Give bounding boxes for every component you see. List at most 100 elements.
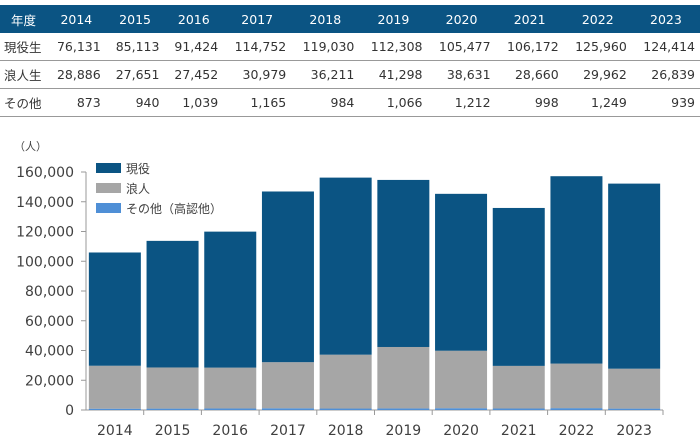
table-cell: 30,979 [223,60,292,89]
y-tick-label: 0 [65,403,74,419]
x-tick-label: 2023 [616,423,652,439]
y-tick-label: 40,000 [25,344,74,360]
bar-2021-その他（高認他） [492,408,545,410]
x-tick-label: 2022 [559,423,595,439]
bar-2023-現役 [608,183,661,369]
table-cell: 112,308 [359,33,428,61]
x-tick-label: 2016 [212,423,248,439]
bar-2014-現役 [88,252,141,366]
bar-2015-現役 [146,240,199,368]
table-cell: 38,631 [427,60,496,89]
table-cell: 41,298 [359,60,428,89]
table-cell: 36,211 [291,60,360,89]
unit-label: （人） [14,140,47,153]
table-cell: 26,839 [631,60,700,89]
bar-2020-浪人 [435,350,488,409]
bar-2020-その他（高認他） [435,408,488,410]
stacked-bar-chart: （人） 0 20,000 40,000 60,000 80,000 100,000 120,0… [14,140,664,439]
table-cell: 998 [495,88,564,117]
table-header-year: 2021 [495,5,564,33]
table-cell: 28,660 [495,60,564,89]
bar-2023-その他（高認他） [608,408,661,410]
table-cell: 28,886 [47,60,106,89]
y-tick-label: 140,000 [16,195,74,211]
legend-label: その他（高認他） [126,201,222,216]
table-cell: 85,113 [105,33,165,61]
table-cell: 29,962 [563,60,632,89]
table-cell: 939 [631,88,700,117]
table-header-year: 2020 [427,5,496,33]
bar-2019-現役 [377,179,430,347]
bar-2022-浪人 [550,363,603,409]
table-cell: 124,414 [631,33,700,61]
bar-2015-その他（高認他） [146,408,199,410]
table-cell: 1,165 [223,88,292,117]
y-tick-label: 80,000 [25,284,74,300]
bar-2019-その他（高認他） [377,408,430,410]
bar-2019-浪人 [377,346,430,409]
data-table: 年度 2014 2015 2016 2017 2018 2019 2020 2021 2022 20… [0,5,700,117]
x-tick-label: 2019 [386,423,422,439]
bar-2018-浪人 [319,354,372,409]
legend-label: 現役 [126,161,150,176]
legend-swatch [96,163,121,173]
table-header-row: 年度 2014 2015 2016 2017 2018 2019 2020 2021 2022 20… [0,5,700,33]
bar-2020-現役 [435,193,488,351]
table-cell: 125,960 [563,33,632,61]
bar-2017-その他（高認他） [261,408,314,410]
x-tick-label: 2021 [501,423,537,439]
y-tick-label: 100,000 [16,254,74,270]
table-header-year: 2016 [164,5,224,33]
legend-swatch [96,203,121,213]
bar-2018-その他（高認他） [319,408,372,410]
bar-2018-現役 [319,177,372,355]
bar-2017-現役 [261,191,314,363]
bar-2014-浪人 [88,365,141,409]
y-tick-label: 60,000 [25,314,74,330]
bar-2023-浪人 [608,368,661,409]
y-tick-label: 120,000 [16,225,74,241]
bar-2022-その他（高認他） [550,408,603,410]
table-cell: 1,212 [427,88,496,117]
table-header-year: 2018 [291,5,360,33]
table-cell: 27,651 [105,60,165,89]
table-cell: 76,131 [47,33,106,61]
x-tick-label: 2015 [155,423,191,439]
bar-2022-現役 [550,176,603,364]
table-cell: 105,477 [427,33,496,61]
x-tick-label: 2017 [270,423,306,439]
x-tick-label: 2014 [97,423,133,439]
bar-2021-浪人 [492,365,545,409]
row-label: 現役生 [0,33,47,61]
table-cell: 119,030 [291,33,360,61]
bar-2015-浪人 [146,367,199,409]
table-cell: 940 [105,88,165,117]
table-cell: 114,752 [223,33,292,61]
x-tick-label: 2018 [328,423,364,439]
table-header-year: 2019 [359,5,428,33]
bar-2021-現役 [492,207,545,366]
bar-2016-その他（高認他） [204,408,257,410]
table-cell: 1,249 [563,88,632,117]
bar-2017-浪人 [261,362,314,409]
table-header-year: 2023 [631,5,700,33]
table-header-year: 2022 [563,5,632,33]
table-header-year: 2014 [47,5,106,33]
legend-swatch [96,183,121,193]
table-header-year: 2015 [105,5,165,33]
table-row: その他 873 940 1,039 1,165 984 1,066 1,212 998 1,249… [0,88,700,117]
table-cell: 873 [47,88,106,117]
table-cell: 1,039 [164,88,224,117]
table-cell: 984 [291,88,360,117]
bar-2016-浪人 [204,367,257,409]
table-row: 浪人生 28,886 27,651 27,452 30,979 36,211 41,298 3… [0,60,700,89]
x-tick-label: 2020 [443,423,479,439]
table-row: 現役生 76,131 85,113 91,424 114,752 119,030 112,3… [0,33,700,61]
legend-label: 浪人 [126,181,150,196]
table-header-label: 年度 [0,5,47,33]
table-cell: 91,424 [164,33,224,61]
table-header-year: 2017 [223,5,292,33]
y-tick-label: 20,000 [25,373,74,389]
row-label: 浪人生 [0,60,47,89]
table-cell: 106,172 [495,33,564,61]
